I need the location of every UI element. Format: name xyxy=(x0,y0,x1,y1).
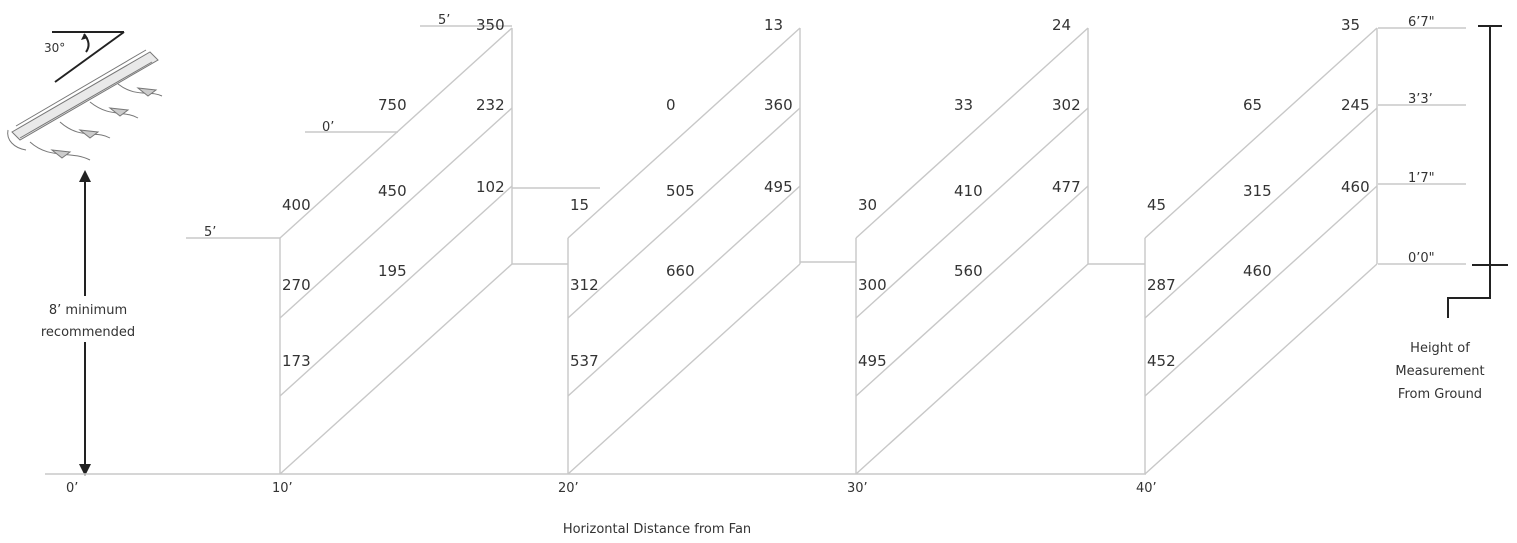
panel-2: 13 360 495 0 505 660 15 312 537 xyxy=(567,16,801,475)
x-tick-20: 20’ xyxy=(558,481,579,496)
height-axis-title-line3: From Ground xyxy=(1398,387,1482,402)
panel-level-line xyxy=(1144,185,1378,397)
x-tick-10: 10’ xyxy=(272,481,293,496)
panel-level-line xyxy=(1144,27,1378,239)
panels: 350 232 102 750 450 195 400 270 173 13 360 495 0 505 6… xyxy=(279,16,1378,475)
panel-4-value-7: 45 xyxy=(1147,196,1166,214)
height-reference-lines xyxy=(1378,27,1466,265)
panel-2-value-2: 360 xyxy=(764,96,793,114)
panel-level-line xyxy=(279,263,513,475)
panel-4-value-6: 460 xyxy=(1243,262,1272,280)
height-label-6-7: 6’7" xyxy=(1408,15,1435,30)
panel-1-value-7: 400 xyxy=(282,196,311,214)
panel-3-value-3: 477 xyxy=(1052,178,1081,196)
panel-2-value-1: 13 xyxy=(764,16,783,34)
panel-1-value-1: 350 xyxy=(476,16,505,34)
panel-level-line xyxy=(855,185,1089,397)
panel-4-value-3: 460 xyxy=(1341,178,1370,196)
panel-2-value-7: 15 xyxy=(570,196,589,214)
x-tick-30: 30’ xyxy=(847,481,868,496)
panel-level-line xyxy=(279,27,513,239)
panel-level-line xyxy=(855,107,1089,319)
panel-3-value-1: 24 xyxy=(1052,16,1071,34)
panel-1-value-5: 450 xyxy=(378,182,407,200)
fan-sketch xyxy=(7,49,163,161)
panel-1-value-9: 173 xyxy=(282,352,311,370)
panel-2-value-4: 0 xyxy=(666,96,676,114)
height-axis-title-line2: Measurement xyxy=(1395,364,1484,379)
panel-3-value-6: 560 xyxy=(954,262,983,280)
angle-arc-arrowhead xyxy=(81,34,88,40)
panel-4-value-9: 452 xyxy=(1147,352,1176,370)
panel-level-line xyxy=(567,185,801,397)
angle-label: 30° xyxy=(44,41,65,55)
height-label-3-3: 3’3’ xyxy=(1408,92,1433,107)
panel-1-value-3: 102 xyxy=(476,178,505,196)
level-label-left: 5’ xyxy=(204,225,216,240)
height-scale-bar xyxy=(1447,25,1508,318)
panel-level-line xyxy=(855,263,1089,475)
height-label-0-0: 0’0" xyxy=(1408,251,1435,266)
minimum-height-label-line2: recommended xyxy=(41,325,135,340)
panel-3-value-2: 302 xyxy=(1052,96,1081,114)
panel-3-value-5: 410 xyxy=(954,182,983,200)
panel-level-line xyxy=(855,27,1089,239)
panel-2-value-6: 660 xyxy=(666,262,695,280)
level-label-top: 5’ xyxy=(438,13,450,28)
panel-level-line xyxy=(1144,263,1378,475)
panel-3-value-7: 30 xyxy=(858,196,877,214)
panel-4-value-1: 35 xyxy=(1341,16,1360,34)
panel-1-value-6: 195 xyxy=(378,262,407,280)
panel-1-value-4: 750 xyxy=(378,96,407,114)
panel-level-line xyxy=(1144,107,1378,319)
height-axis-title-line1: Height of xyxy=(1410,341,1470,356)
panel-level-line xyxy=(279,107,513,319)
panel-level-line xyxy=(567,263,801,475)
panel-1-value-8: 270 xyxy=(282,276,311,294)
arrowhead-down xyxy=(79,464,91,476)
panel-3-value-4: 33 xyxy=(954,96,973,114)
panel-3-value-8: 300 xyxy=(858,276,887,294)
panel-1-value-2: 232 xyxy=(476,96,505,114)
minimum-height-label-line1: 8’ minimum xyxy=(49,303,127,318)
height-scale-pointer xyxy=(1447,266,1491,318)
panel-1: 350 232 102 750 450 195 400 270 173 xyxy=(279,16,513,475)
panel-4: 35 245 460 65 315 460 45 287 452 xyxy=(1144,16,1378,475)
panel-2-value-9: 537 xyxy=(570,352,599,370)
panel-level-line xyxy=(567,107,801,319)
x-axis-title: Horizontal Distance from Fan xyxy=(563,522,751,537)
level-lines xyxy=(186,25,1145,265)
panel-4-value-2: 245 xyxy=(1341,96,1370,114)
panel-2-value-8: 312 xyxy=(570,276,599,294)
panel-4-value-4: 65 xyxy=(1243,96,1262,114)
panel-4-value-8: 287 xyxy=(1147,276,1176,294)
panel-3: 24 302 477 33 410 560 30 300 495 xyxy=(855,16,1089,475)
x-tick-0: 0’ xyxy=(66,481,78,496)
panel-2-value-3: 495 xyxy=(764,178,793,196)
panel-level-line xyxy=(279,185,513,397)
arrowhead-up xyxy=(79,170,91,182)
panel-3-value-9: 495 xyxy=(858,352,887,370)
panel-2-value-5: 505 xyxy=(666,182,695,200)
fan-angle-line xyxy=(54,31,125,83)
height-label-1-7: 1’7" xyxy=(1408,171,1435,186)
x-tick-40: 40’ xyxy=(1136,481,1157,496)
panel-4-value-5: 315 xyxy=(1243,182,1272,200)
panel-level-line xyxy=(567,27,801,239)
level-label-middle: 0’ xyxy=(322,120,334,135)
fan-illustration xyxy=(7,31,163,161)
